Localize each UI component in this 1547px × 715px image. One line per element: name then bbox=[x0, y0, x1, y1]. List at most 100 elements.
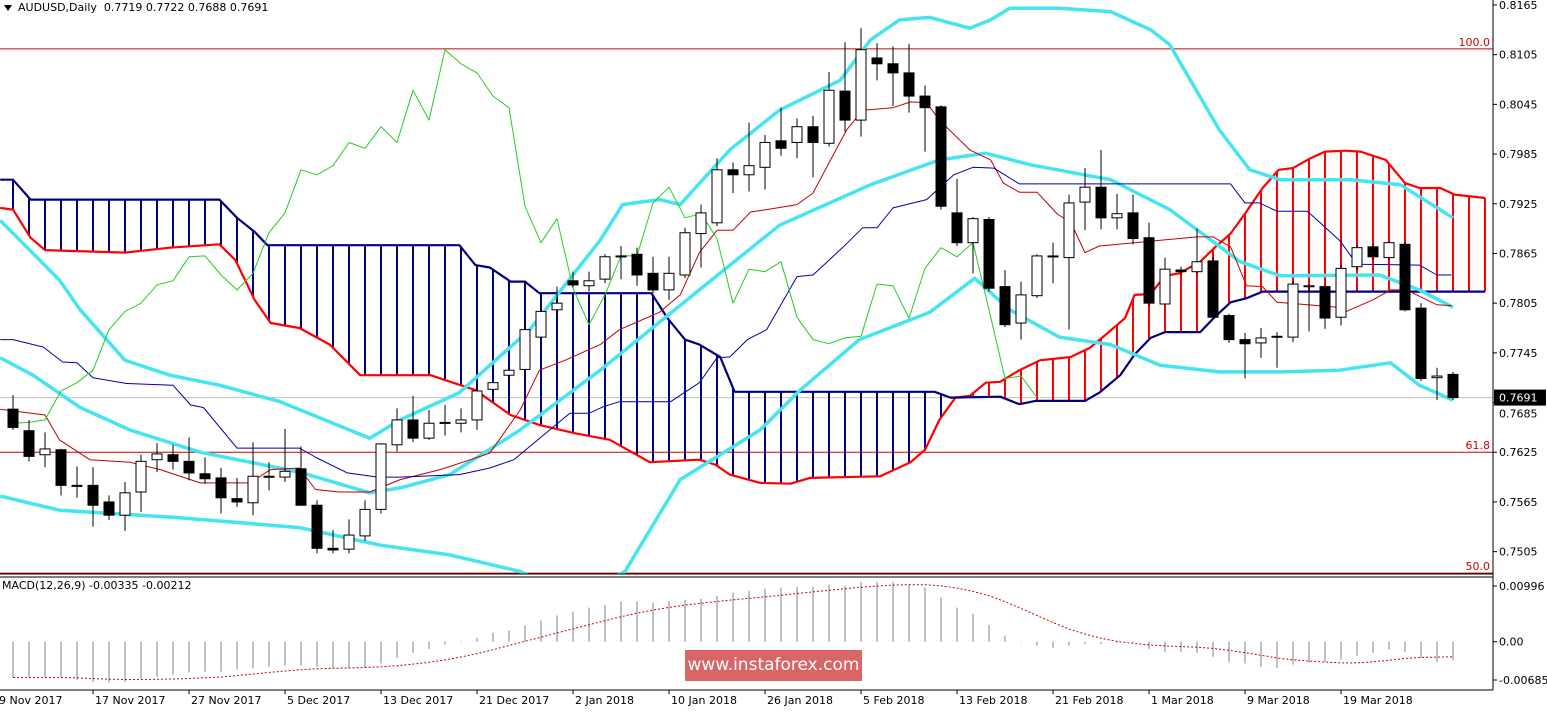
candle bbox=[1255, 328, 1267, 358]
symbol-label: AUDUSD,Daily bbox=[18, 1, 97, 14]
candle bbox=[1223, 313, 1235, 343]
candle-body bbox=[359, 508, 371, 537]
candle bbox=[1399, 241, 1411, 312]
candle bbox=[823, 72, 835, 147]
date-label: 13 Feb 2018 bbox=[959, 694, 1027, 707]
candle-body bbox=[727, 169, 739, 176]
date-label: 27 Nov 2017 bbox=[191, 694, 261, 707]
low-value: 0.7688 bbox=[187, 1, 227, 14]
candle-body bbox=[615, 255, 627, 258]
candle-body bbox=[439, 421, 451, 424]
candle bbox=[327, 530, 339, 554]
candle bbox=[71, 466, 83, 498]
watermark: www.instaforex.com bbox=[685, 650, 862, 681]
date-label: 2 Jan 2018 bbox=[575, 694, 634, 707]
candle-body bbox=[1175, 269, 1187, 273]
date-label: 5 Dec 2017 bbox=[287, 694, 350, 707]
candle bbox=[455, 408, 467, 433]
candle-body bbox=[1351, 247, 1363, 268]
candle-body bbox=[295, 468, 307, 506]
date-label: 5 Feb 2018 bbox=[863, 694, 924, 707]
candle bbox=[1143, 222, 1155, 306]
candle bbox=[135, 454, 147, 512]
candle bbox=[583, 271, 595, 292]
candle bbox=[1367, 244, 1379, 261]
price-tick-label: 0.7865 bbox=[1499, 247, 1538, 260]
candle-body bbox=[1223, 315, 1235, 341]
candle-body bbox=[967, 218, 979, 244]
candle bbox=[1447, 371, 1459, 401]
candle bbox=[1287, 281, 1299, 343]
candle bbox=[1271, 332, 1283, 368]
bollinger-middle-line bbox=[0, 151, 1454, 495]
candle-body bbox=[1415, 307, 1427, 380]
price-tick-label: 0.8165 bbox=[1499, 0, 1538, 12]
candle bbox=[39, 432, 51, 468]
date-label: 13 Dec 2017 bbox=[383, 694, 453, 707]
candle bbox=[1383, 241, 1395, 261]
candle-body bbox=[215, 477, 227, 499]
candle bbox=[295, 446, 307, 506]
candle-body bbox=[231, 498, 243, 503]
candle bbox=[359, 500, 371, 541]
candle bbox=[759, 135, 771, 190]
candle bbox=[87, 467, 99, 527]
candle-body bbox=[23, 430, 35, 457]
candle-body bbox=[695, 212, 707, 235]
candle-body bbox=[1383, 242, 1395, 259]
candle-body bbox=[1095, 186, 1107, 219]
candle bbox=[727, 162, 739, 193]
candle-body bbox=[1271, 335, 1283, 338]
candle-body bbox=[743, 165, 755, 176]
candle-body bbox=[599, 256, 611, 280]
candle-body bbox=[1159, 268, 1171, 305]
candle bbox=[151, 443, 163, 473]
candle-body bbox=[87, 484, 99, 506]
candle-body bbox=[247, 475, 259, 504]
candle-body bbox=[1127, 212, 1139, 240]
candle-body bbox=[1319, 286, 1331, 319]
candle bbox=[1351, 245, 1363, 271]
candle bbox=[1431, 367, 1443, 401]
candle bbox=[935, 105, 947, 210]
candle-body bbox=[455, 419, 467, 424]
candle bbox=[999, 270, 1011, 328]
candle-body bbox=[391, 419, 403, 446]
price-tick-label: 0.7565 bbox=[1499, 496, 1538, 509]
candle bbox=[951, 178, 963, 246]
candle-body bbox=[1031, 255, 1043, 297]
candle bbox=[903, 43, 915, 113]
date-label: 17 Nov 2017 bbox=[95, 694, 165, 707]
candle-body bbox=[375, 443, 387, 510]
price-tick-label: 0.7505 bbox=[1499, 546, 1538, 559]
date-label: 19 Mar 2018 bbox=[1343, 694, 1413, 707]
candle-body bbox=[135, 460, 147, 493]
candle bbox=[663, 256, 675, 300]
candle bbox=[519, 328, 531, 372]
macd-tick-label: 0.00 bbox=[1499, 636, 1524, 649]
candle-body bbox=[71, 484, 83, 487]
candle-body bbox=[935, 106, 947, 207]
candle bbox=[487, 381, 499, 391]
candle bbox=[503, 367, 515, 378]
candle bbox=[1207, 257, 1219, 320]
price-tick-label: 0.8105 bbox=[1499, 49, 1538, 62]
bollinger-lower-line bbox=[0, 276, 1454, 574]
dropdown-triangle-icon[interactable] bbox=[4, 5, 12, 11]
candle-body bbox=[183, 460, 195, 474]
close-value: 0.7691 bbox=[229, 1, 269, 14]
candle-body bbox=[951, 212, 963, 244]
candle-body bbox=[1447, 373, 1459, 399]
candle bbox=[983, 217, 995, 292]
macd-name: MACD(12,26,9) bbox=[2, 579, 86, 592]
candle bbox=[55, 448, 67, 496]
candle-body bbox=[1015, 294, 1027, 324]
candle bbox=[183, 437, 195, 481]
candle-body bbox=[327, 547, 339, 551]
macd-plot bbox=[12, 581, 1454, 683]
candle-body bbox=[551, 302, 563, 311]
candle-body bbox=[535, 310, 547, 338]
candle bbox=[967, 217, 979, 274]
candle-body bbox=[855, 49, 867, 121]
